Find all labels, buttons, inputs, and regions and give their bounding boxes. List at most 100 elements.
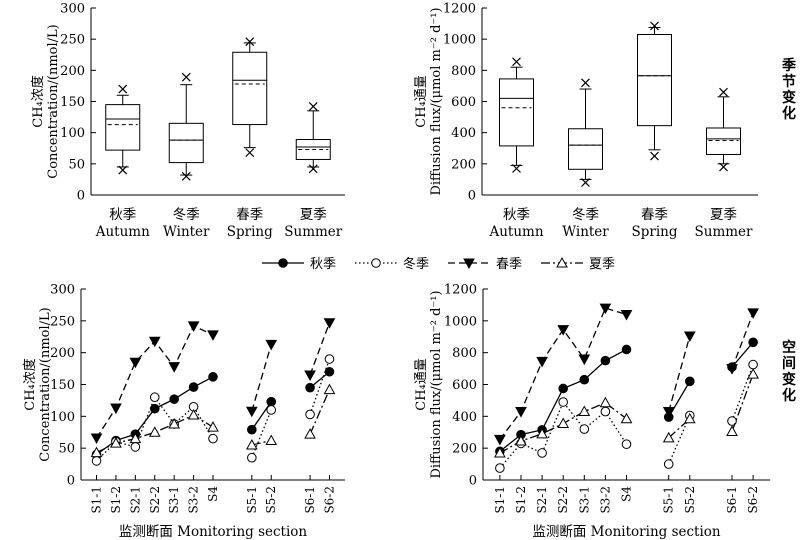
box-spring (232, 37, 268, 158)
legend-marker (556, 256, 568, 268)
x-tick-label: S3-1 (167, 486, 181, 514)
line-flux-y-tick-label: 1000 (444, 314, 477, 329)
data-point (169, 394, 179, 404)
outlier-min-marker (581, 178, 590, 187)
data-point (149, 403, 160, 414)
box-conc-y-tick-label: 250 (60, 33, 85, 48)
outlier-max-marker (118, 84, 128, 94)
data-point (620, 412, 633, 424)
outlier-max-marker (181, 72, 191, 82)
box-flux-y-tick-label: 1200 (443, 2, 476, 17)
data-point (726, 364, 738, 375)
box-iqr (568, 128, 603, 170)
series-4 (90, 383, 336, 458)
box-autumn (499, 57, 534, 173)
data-point (90, 446, 103, 458)
data-point (247, 452, 257, 463)
series-line (251, 409, 272, 458)
data-point (578, 354, 591, 366)
line-flux-y-tick-label: 200 (452, 442, 477, 457)
outlier-max-marker (245, 37, 255, 47)
box-conc-y-tick-label: 50 (68, 157, 85, 172)
data-point (747, 308, 759, 319)
box-flux-y-tick-label: 200 (451, 157, 476, 172)
box-autumn (105, 84, 141, 175)
category-label-en: Summer (695, 224, 754, 240)
data-point (110, 403, 122, 415)
outlier-min-marker (719, 162, 728, 172)
data-point (168, 417, 181, 429)
line-conc-y-tick-label: 150 (50, 378, 75, 393)
line-conc-y-tick-label: 100 (50, 410, 75, 425)
data-point (187, 321, 200, 332)
category-label-zh: 春季 (236, 207, 263, 223)
series-1 (495, 337, 758, 457)
x-tick-label: S6-2 (746, 486, 760, 514)
box-summer (706, 87, 741, 172)
line-flux-y-axis-label: CH₄通量Diffusion flux/(μmol m⁻² d⁻¹) (414, 290, 444, 478)
outlier-max-marker (650, 21, 659, 31)
data-point (515, 407, 527, 418)
series-4 (494, 368, 759, 458)
data-point (304, 428, 316, 439)
outlier-min-marker (245, 148, 255, 158)
legend-item-1: 秋季 (262, 257, 336, 272)
line-conc-y-tick-label: 200 (50, 346, 75, 361)
data-point (187, 409, 200, 420)
line-conc-y-tick-label: 300 (50, 283, 75, 298)
box-conc-y-tick-label: 150 (60, 95, 85, 110)
line-flux-y-tick-label: 1200 (444, 283, 477, 298)
x-tick-label: S2-2 (556, 486, 570, 514)
x-tick-label: S1-1 (90, 486, 104, 514)
box-conc-y-tick-label: 200 (60, 64, 85, 79)
data-point (727, 416, 737, 426)
data-point (557, 417, 570, 428)
line-conc-y-tick-label: 0 (67, 474, 75, 489)
data-point (683, 412, 696, 424)
data-point (599, 396, 612, 408)
data-point (148, 336, 161, 348)
box-conc-y-tick-label: 300 (60, 2, 85, 17)
x-tick-label: S1-2 (514, 486, 528, 514)
series-line (731, 341, 754, 368)
category-label-en: Winter (163, 224, 210, 240)
data-point (110, 437, 122, 448)
outlier-max-marker (512, 57, 521, 67)
data-point (494, 434, 506, 446)
data-point (130, 442, 141, 452)
data-point (663, 459, 674, 469)
category-label-zh: 夏季 (710, 207, 737, 223)
box-flux-y-tick-label: 600 (451, 95, 476, 110)
line-flux-y-tick-label: 800 (452, 346, 477, 361)
data-point (495, 463, 505, 473)
line-flux-y-tick-label: 600 (452, 378, 477, 393)
box-winter (168, 72, 204, 181)
outlier-min-marker (308, 164, 318, 174)
box-conc-y-tick-label: 0 (77, 189, 85, 204)
data-point (266, 405, 277, 415)
legend-item-4: 夏季 (541, 256, 615, 272)
series-3 (494, 303, 759, 446)
data-point (207, 330, 219, 341)
data-point (305, 382, 315, 393)
outlier-min-marker (650, 151, 659, 161)
data-point (621, 439, 632, 449)
legend-marker (463, 258, 475, 270)
box-iqr (499, 78, 534, 147)
data-point (265, 339, 278, 351)
series-line (251, 344, 272, 412)
outlier-min-marker (512, 164, 521, 173)
category-label-zh: 秋季 (109, 207, 136, 223)
data-point (188, 382, 199, 392)
series-line (309, 358, 331, 415)
series-line (731, 364, 754, 422)
box-iqr (168, 122, 204, 164)
x-tick-label: S2-1 (535, 486, 549, 514)
series-line (731, 373, 754, 432)
data-point (685, 376, 695, 387)
box-conc-y-axis-label: CH₄浓度Concentration/(nmol/L) (30, 24, 61, 178)
data-point (662, 407, 675, 418)
legend-label: 冬季 (403, 256, 429, 272)
data-point (266, 396, 277, 407)
